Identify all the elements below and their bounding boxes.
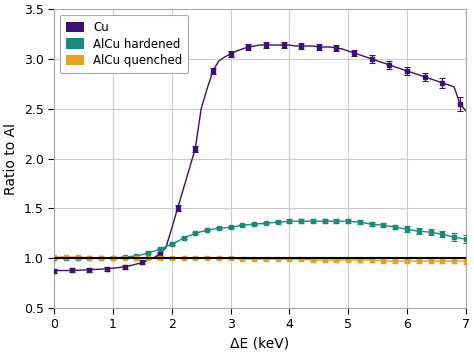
X-axis label: ΔE (keV): ΔE (keV) <box>230 337 290 351</box>
Legend: Cu, AlCu hardened, AlCu quenched: Cu, AlCu hardened, AlCu quenched <box>60 15 188 73</box>
Y-axis label: Ratio to Al: Ratio to Al <box>4 122 18 195</box>
